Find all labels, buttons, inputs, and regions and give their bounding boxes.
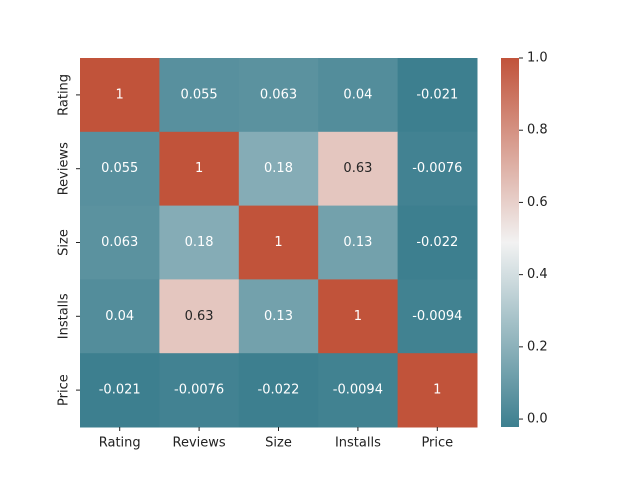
cell-value-label: 0.13 <box>343 235 372 250</box>
heatmap-cell-rating-price <box>397 58 478 133</box>
heatmap-cell-price-installs <box>318 353 399 428</box>
heatmap-cell-reviews-size <box>238 131 319 207</box>
heatmap-cell-reviews-price <box>397 131 478 207</box>
heatmap-cell-rating-size <box>238 58 319 133</box>
y-tick-labels: Rating Reviews Size Installs Price <box>57 74 80 406</box>
heatmap-cell-price-rating <box>80 353 160 428</box>
heatmap-cell-installs-price <box>397 279 478 354</box>
heatmap-cell-size-installs <box>318 205 399 280</box>
colorbar-tick-label: 0.8 <box>527 123 548 138</box>
cell-value-label: 1 <box>274 235 282 250</box>
heatmap-cell-installs-installs <box>318 279 399 354</box>
y-tick-label-installs: Installs <box>57 293 72 339</box>
cell-value-label: -0.0094 <box>412 309 462 324</box>
cell-value-label: 0.63 <box>185 309 214 324</box>
cell-value-label: -0.021 <box>416 87 458 102</box>
y-tick-label-rating: Rating <box>57 74 72 116</box>
cell-value-label: 1 <box>195 161 203 176</box>
heatmap-cell-size-rating <box>80 205 160 280</box>
cell-value-label: -0.022 <box>416 235 458 250</box>
x-tick-label-reviews: Reviews <box>173 436 226 451</box>
heatmap-cell-installs-rating <box>80 279 160 354</box>
heatmap-cell-reviews-reviews <box>159 131 240 207</box>
cell-value-label: 1 <box>116 87 124 102</box>
colorbar-tick-label: 0.2 <box>527 339 548 354</box>
y-tick-label-size: Size <box>57 229 72 256</box>
x-tick-label-rating: Rating <box>99 436 141 451</box>
cell-value-label: 0.04 <box>105 309 134 324</box>
cell-value-label: 0.063 <box>101 235 138 250</box>
cell-value-label: -0.0076 <box>412 161 462 176</box>
colorbar: 0.0 0.2 0.4 0.6 0.8 1.0 <box>501 51 548 427</box>
heatmap-cell-rating-installs <box>318 58 399 133</box>
colorbar-tick-label: 1.0 <box>527 51 548 66</box>
heatmap-cell-size-price <box>397 205 478 280</box>
heatmap-cell-reviews-installs <box>318 131 399 207</box>
heatmap-cell-installs-reviews <box>159 279 240 354</box>
colorbar-tick-label: 0.0 <box>527 412 548 427</box>
heatmap-cell-rating-reviews <box>159 58 240 133</box>
colorbar-gradient <box>501 58 519 427</box>
x-tick-label-size: Size <box>265 436 292 451</box>
heatmap-cell-price-price <box>397 353 478 428</box>
cell-value-label: 0.18 <box>185 235 214 250</box>
y-tick-label-price: Price <box>57 374 72 406</box>
x-tick-labels: Rating Reviews Size Installs Price <box>99 427 453 451</box>
heatmap-cell-reviews-rating <box>80 131 160 207</box>
heatmap-cell-size-reviews <box>159 205 240 280</box>
cell-value-label: -0.0094 <box>333 383 383 398</box>
heatmap-cell-price-size <box>238 353 319 428</box>
colorbar-tick-label: 0.4 <box>527 267 548 282</box>
heatmap-cell-installs-size <box>238 279 319 354</box>
heatmap-cell-price-reviews <box>159 353 240 428</box>
cell-value-label: -0.0076 <box>174 383 224 398</box>
heatmap-cell-rating-rating <box>80 58 160 133</box>
cell-value-label: 1 <box>354 309 362 324</box>
heatmap-cells: 1 0.055 0.063 0.04 -0.021 0.055 1 0.18 0.63 -0.00… <box>80 58 478 428</box>
heatmap-cell-size-size <box>238 205 319 280</box>
cell-value-label: -0.022 <box>258 383 300 398</box>
cell-value-label: 0.055 <box>180 87 217 102</box>
cell-value-label: -0.021 <box>99 383 141 398</box>
cell-value-label: 0.04 <box>343 87 372 102</box>
cell-value-label: 0.63 <box>343 161 372 176</box>
cell-value-label: 0.18 <box>264 161 293 176</box>
cell-value-label: 1 <box>433 383 441 398</box>
cell-value-label: 0.055 <box>101 161 138 176</box>
cell-value-label: 0.13 <box>264 309 293 324</box>
x-tick-label-price: Price <box>421 436 453 451</box>
x-tick-label-installs: Installs <box>335 436 381 451</box>
cell-value-label: 0.063 <box>260 87 297 102</box>
colorbar-tick-label: 0.6 <box>527 195 548 210</box>
y-tick-label-reviews: Reviews <box>57 142 72 195</box>
